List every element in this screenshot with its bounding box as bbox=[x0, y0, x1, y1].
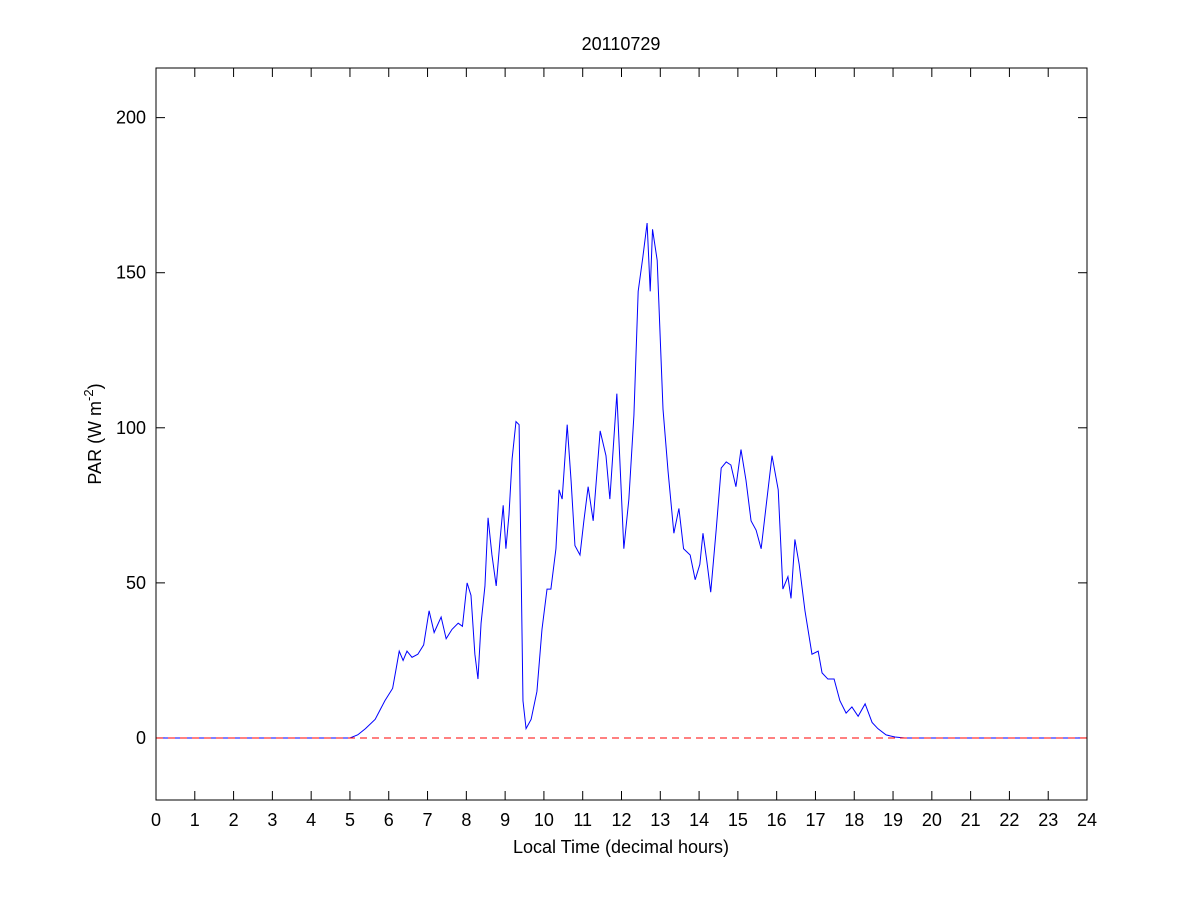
x-tick-label: 6 bbox=[384, 810, 394, 830]
x-axis-label: Local Time (decimal hours) bbox=[513, 837, 729, 857]
y-tick-label: 50 bbox=[126, 573, 146, 593]
y-tick-label: 200 bbox=[116, 108, 146, 128]
x-tick-label: 4 bbox=[306, 810, 316, 830]
y-label-text: PAR (W m bbox=[85, 401, 105, 485]
plot-frame bbox=[155, 67, 1088, 801]
x-tick-label: 9 bbox=[500, 810, 510, 830]
y-axis-label: PAR (W m-2) bbox=[81, 383, 105, 484]
y-label-suffix: ) bbox=[85, 383, 105, 389]
x-tick-label: 10 bbox=[534, 810, 554, 830]
x-tick-label: 2 bbox=[229, 810, 239, 830]
x-tick-label: 3 bbox=[267, 810, 277, 830]
x-tick-label: 14 bbox=[689, 810, 709, 830]
x-tick-label: 5 bbox=[345, 810, 355, 830]
x-tick-label: 13 bbox=[650, 810, 670, 830]
x-tick-label: 8 bbox=[461, 810, 471, 830]
x-tick-label: 20 bbox=[922, 810, 942, 830]
x-tick-label: 16 bbox=[767, 810, 787, 830]
y-tick-label: 0 bbox=[136, 728, 146, 748]
data-line bbox=[156, 223, 1087, 739]
y-tick-label: 100 bbox=[116, 418, 146, 438]
x-tick-label: 1 bbox=[190, 810, 200, 830]
x-tick-label: 11 bbox=[573, 810, 592, 830]
x-tick-label: 24 bbox=[1077, 810, 1097, 830]
x-tick-label: 21 bbox=[961, 810, 981, 830]
x-tick-label: 7 bbox=[423, 810, 433, 830]
y-tick-label: 150 bbox=[116, 263, 146, 283]
x-tick-label: 15 bbox=[728, 810, 748, 830]
x-tick-label: 18 bbox=[844, 810, 864, 830]
x-tick-label: 17 bbox=[805, 810, 825, 830]
x-tick-label: 22 bbox=[999, 810, 1019, 830]
x-tick-label: 23 bbox=[1038, 810, 1058, 830]
x-tick-label: 12 bbox=[611, 810, 631, 830]
x-tick-label: 0 bbox=[151, 810, 161, 830]
x-tick-label: 19 bbox=[883, 810, 903, 830]
chart-title: 20110729 bbox=[582, 34, 661, 54]
y-label-exponent: -2 bbox=[81, 389, 96, 401]
